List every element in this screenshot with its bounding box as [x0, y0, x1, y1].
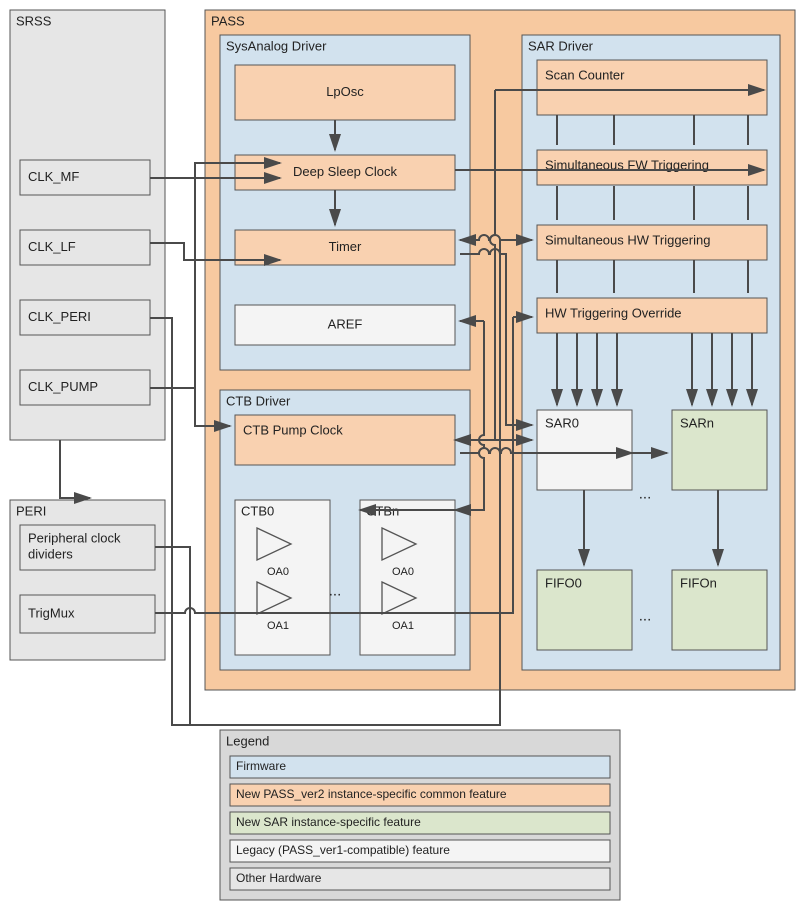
svg-text:New PASS_ver2 instance-specifi: New PASS_ver2 instance-specific common f…	[236, 787, 507, 801]
svg-text:FIFO0: FIFO0	[545, 576, 582, 591]
svg-text:PASS: PASS	[211, 14, 245, 29]
svg-text:Legend: Legend	[226, 734, 269, 749]
svg-text:TrigMux: TrigMux	[28, 605, 75, 620]
svg-text:Legacy (PASS_ver1-compatible): Legacy (PASS_ver1-compatible) feature	[236, 843, 450, 857]
svg-text:dividers: dividers	[28, 547, 73, 562]
svg-text:CLK_LF: CLK_LF	[28, 239, 76, 254]
svg-text:Timer: Timer	[329, 239, 362, 254]
svg-text:OA0: OA0	[267, 566, 289, 578]
svg-text:OA1: OA1	[392, 620, 414, 632]
svg-text:CTB Driver: CTB Driver	[226, 394, 291, 409]
svg-text:CLK_PUMP: CLK_PUMP	[28, 379, 98, 394]
svg-text:CLK_MF: CLK_MF	[28, 169, 79, 184]
svg-text:FIFOn: FIFOn	[680, 576, 717, 591]
svg-text:SAR0: SAR0	[545, 416, 579, 431]
svg-text:Firmware: Firmware	[236, 759, 286, 773]
svg-text:Simultaneous HW Triggering: Simultaneous HW Triggering	[545, 233, 710, 248]
svg-text:PERI: PERI	[16, 504, 46, 519]
svg-text:CTBn: CTBn	[366, 504, 399, 519]
diagram-canvas: SRSS CLK_MF CLK_LF CLK_PERI CLK_PUMP PERI Peri…	[0, 0, 805, 910]
svg-text:Deep Sleep Clock: Deep Sleep Clock	[293, 164, 398, 179]
svg-text:HW Triggering Override: HW Triggering Override	[545, 306, 682, 321]
svg-text:OA1: OA1	[267, 620, 289, 632]
svg-text:...: ...	[329, 582, 342, 599]
svg-text:CLK_PERI: CLK_PERI	[28, 309, 91, 324]
svg-text:AREF: AREF	[328, 316, 363, 331]
svg-text:SRSS: SRSS	[16, 14, 52, 29]
svg-text:SysAnalog Driver: SysAnalog Driver	[226, 39, 327, 54]
svg-text:OA0: OA0	[392, 566, 414, 578]
svg-text:LpOsc: LpOsc	[326, 84, 364, 99]
svg-text:CTB0: CTB0	[241, 504, 274, 519]
svg-text:SAR Driver: SAR Driver	[528, 39, 594, 54]
svg-text:CTB Pump Clock: CTB Pump Clock	[243, 423, 343, 438]
svg-text:New SAR instance-specific feat: New SAR instance-specific feature	[236, 815, 421, 829]
svg-text:Peripheral clock: Peripheral clock	[28, 531, 121, 546]
svg-text:Other Hardware: Other Hardware	[236, 871, 322, 885]
svg-text:...: ...	[639, 485, 652, 502]
svg-text:...: ...	[639, 607, 652, 624]
svg-text:SARn: SARn	[680, 416, 714, 431]
svg-text:Scan Counter: Scan Counter	[545, 68, 625, 83]
